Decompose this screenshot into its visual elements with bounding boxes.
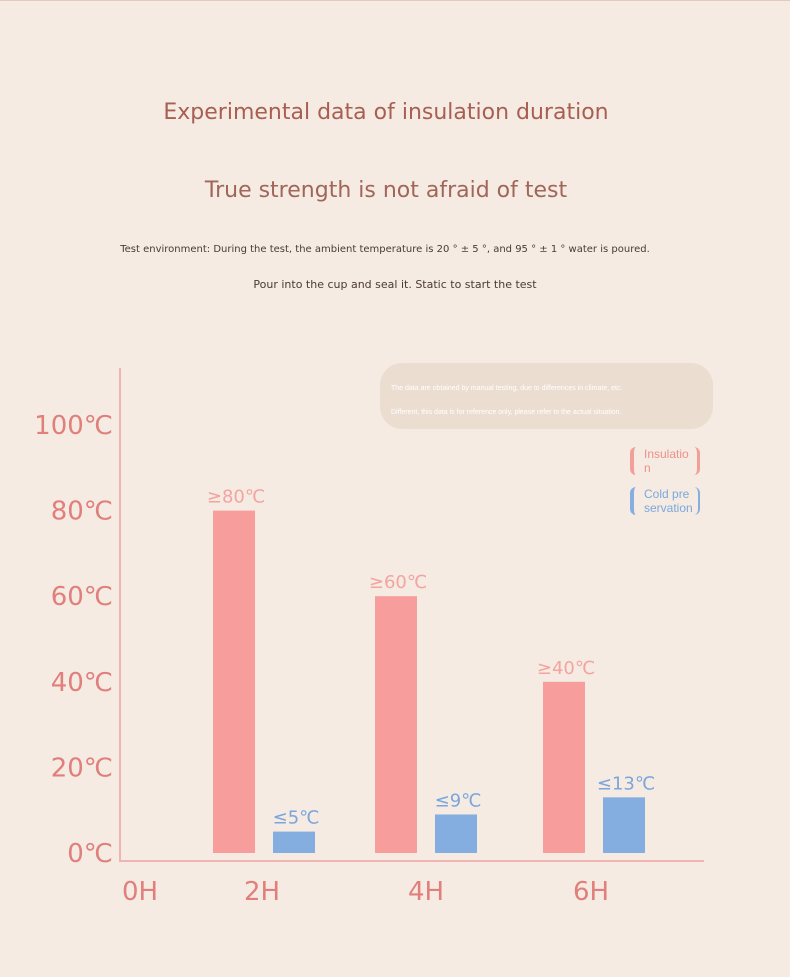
bar-cold-6h [603, 797, 645, 853]
data-label-insulation: ≥40℃ [537, 658, 595, 679]
disclaimer-note: The data are obtained by manual testing,… [380, 363, 713, 429]
bar-insulation-6h [543, 681, 585, 853]
y-tick-label: 80℃ [51, 497, 113, 527]
page-subtitle: True strength is not afraid of test [204, 178, 568, 203]
bar-insulation-2h [213, 510, 255, 853]
data-label-cold: ≤5℃ [273, 808, 320, 829]
disclaimer-line-2: Different, this data is for reference on… [391, 409, 622, 416]
y-tick-label: 100℃ [34, 411, 113, 441]
y-tick-label: 20℃ [51, 753, 113, 783]
test-procedure-text: Pour into the cup and seal it. Static to… [253, 278, 537, 291]
y-tick-label: 40℃ [51, 668, 113, 698]
legend-cold-preservation: Cold preservation [630, 487, 700, 515]
x-tick-label: 0H [122, 877, 158, 907]
data-label-cold: ≤13℃ [597, 773, 655, 794]
data-label-cold: ≤9℃ [435, 790, 482, 811]
test-environment-text: Test environment: During the test, the a… [120, 244, 650, 255]
bar-cold-4h [435, 814, 477, 853]
data-label-insulation: ≥60℃ [369, 572, 427, 593]
legend-insulation: Insulation [630, 447, 700, 475]
x-tick-label: 4H [408, 877, 444, 907]
x-tick-label: 6H [573, 877, 609, 907]
x-tick-label: 2H [244, 877, 280, 907]
bar-insulation-4h [375, 596, 417, 853]
y-tick-label: 60℃ [51, 582, 113, 612]
bar-cold-2h [273, 831, 315, 853]
data-label-insulation: ≥80℃ [207, 487, 265, 508]
y-tick-label: 0℃ [67, 839, 113, 869]
page-title: Experimental data of insulation duration [163, 100, 609, 125]
top-divider [0, 0, 790, 1]
disclaimer-line-1: The data are obtained by manual testing,… [391, 385, 623, 392]
